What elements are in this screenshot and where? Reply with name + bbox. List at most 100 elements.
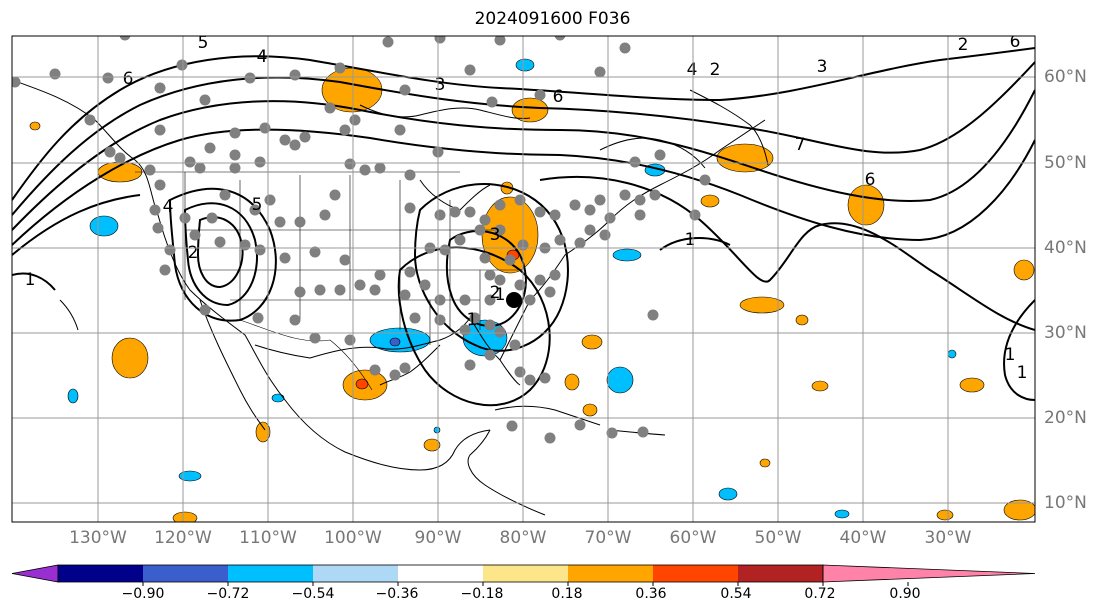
station-dot bbox=[359, 164, 371, 176]
contour-label: 6 bbox=[1010, 32, 1021, 52]
station-dot bbox=[554, 36, 566, 41]
colorbar bbox=[11, 564, 1036, 586]
lon-label-60w: 60°W bbox=[669, 528, 717, 548]
station-dot bbox=[154, 82, 166, 94]
station-dot bbox=[486, 96, 498, 108]
lon-label-80w: 80°W bbox=[499, 528, 547, 548]
station-dot bbox=[254, 244, 266, 256]
contour-label: 3 bbox=[490, 225, 501, 245]
station-dot bbox=[349, 114, 361, 126]
station-dot bbox=[594, 194, 606, 206]
station-dot bbox=[154, 124, 166, 136]
station-dot bbox=[534, 274, 546, 286]
graticule-layer bbox=[12, 36, 1035, 522]
station-dot bbox=[206, 212, 218, 224]
station-dot bbox=[154, 179, 166, 191]
station-dot bbox=[252, 312, 264, 324]
station-dot bbox=[647, 309, 659, 321]
station-dot bbox=[619, 42, 631, 54]
station-dot bbox=[574, 419, 586, 431]
station-dot bbox=[294, 286, 306, 298]
lon-label-130w: 130°W bbox=[69, 528, 127, 548]
contour-label: 1 bbox=[467, 310, 478, 330]
colorbar-segment bbox=[143, 565, 229, 582]
station-dot bbox=[629, 156, 641, 168]
contour-label: 7 bbox=[795, 135, 806, 155]
station-dot bbox=[569, 199, 581, 211]
station-dot bbox=[219, 189, 231, 201]
colorbar-tick-label: 0.18 bbox=[551, 586, 583, 602]
station-dot bbox=[329, 189, 341, 201]
station-dot bbox=[479, 252, 491, 264]
station-dot bbox=[434, 36, 446, 44]
colorbar-extend-max bbox=[822, 564, 1036, 583]
contour-label: 4 bbox=[687, 60, 698, 80]
station-dot bbox=[164, 244, 176, 256]
station-dot bbox=[239, 239, 251, 251]
colorbar-segment bbox=[228, 565, 314, 582]
station-dot bbox=[394, 124, 406, 136]
station-dot bbox=[464, 64, 476, 76]
station-dot bbox=[484, 294, 496, 306]
station-dot bbox=[254, 156, 266, 168]
station-dot bbox=[464, 206, 476, 218]
station-dot bbox=[12, 76, 21, 88]
colorbar-segment bbox=[568, 565, 654, 582]
colorbar-tick-label: −0.54 bbox=[291, 586, 335, 602]
station-dot bbox=[524, 294, 536, 306]
station-dot bbox=[469, 312, 481, 324]
station-dot bbox=[324, 102, 336, 114]
station-dot bbox=[49, 68, 61, 80]
station-dot bbox=[339, 254, 351, 266]
station-dot bbox=[369, 364, 381, 376]
lat-label-10n: 10°N bbox=[1044, 493, 1087, 513]
colorbar-segment bbox=[313, 565, 399, 582]
station-dot bbox=[229, 162, 241, 174]
station-dot bbox=[334, 62, 346, 74]
station-dot bbox=[494, 36, 506, 46]
station-dot bbox=[594, 66, 606, 78]
station-dot bbox=[119, 36, 131, 41]
station-dot bbox=[534, 89, 546, 101]
contour-label: 6 bbox=[123, 69, 134, 89]
colorbar-segment bbox=[398, 565, 484, 582]
station-dot bbox=[184, 156, 196, 168]
station-dot bbox=[434, 314, 446, 326]
station-dot bbox=[159, 264, 171, 276]
station-dot bbox=[344, 334, 356, 346]
station-dot bbox=[689, 209, 701, 221]
station-dot bbox=[524, 374, 536, 386]
station-dot bbox=[309, 246, 321, 258]
lat-label-30n: 30°N bbox=[1044, 323, 1087, 343]
station-dot bbox=[464, 359, 476, 371]
station-dot bbox=[194, 162, 206, 174]
station-dot bbox=[637, 426, 649, 438]
contour-label: 4 bbox=[163, 197, 174, 217]
station-dot bbox=[344, 158, 356, 170]
station-dot bbox=[382, 36, 394, 48]
colorbar-extend-min bbox=[11, 564, 59, 583]
station-dot bbox=[584, 204, 596, 216]
contour-label: 1 bbox=[685, 230, 696, 250]
station-dot bbox=[369, 284, 381, 296]
station-dot bbox=[204, 142, 216, 154]
contour-label: 5 bbox=[252, 195, 263, 215]
station-dot bbox=[289, 139, 301, 151]
station-dot bbox=[509, 339, 521, 351]
station-dot bbox=[144, 164, 156, 176]
station-dot bbox=[534, 206, 546, 218]
station-dot bbox=[409, 312, 421, 324]
station-dot bbox=[494, 224, 506, 236]
contour-label: 2 bbox=[490, 283, 501, 303]
station-dot bbox=[259, 122, 271, 134]
station-dot bbox=[149, 204, 161, 216]
station-dot bbox=[294, 216, 306, 228]
colorbar-segment bbox=[738, 565, 824, 582]
station-dot bbox=[504, 254, 516, 266]
station-dot bbox=[339, 124, 351, 136]
lon-label-50w: 50°W bbox=[754, 528, 802, 548]
station-dot bbox=[544, 286, 556, 298]
contour-label: 3 bbox=[435, 75, 446, 95]
colorbar-tick-label: 0.72 bbox=[804, 586, 836, 602]
lon-label-90w: 90°W bbox=[414, 528, 462, 548]
